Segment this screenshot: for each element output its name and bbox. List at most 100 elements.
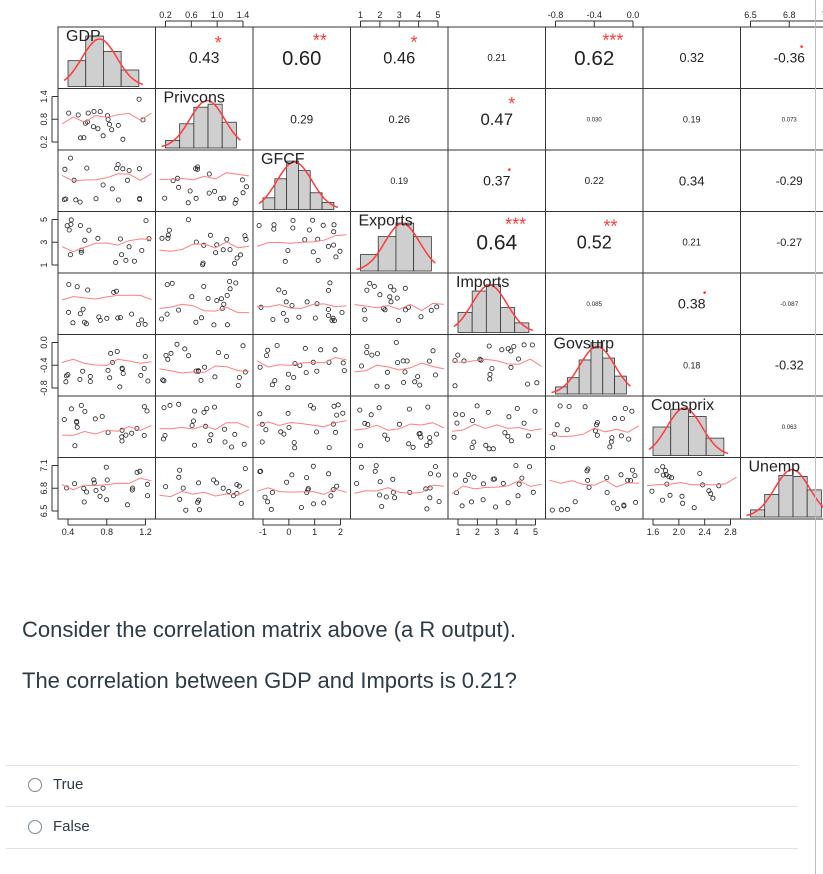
scatter-point <box>186 353 192 359</box>
scatter-point <box>649 488 655 494</box>
histogram-bar <box>652 426 672 456</box>
scatter-point <box>630 467 636 473</box>
scatter-point <box>451 434 457 440</box>
scatter-point <box>206 171 212 177</box>
scatter-point <box>81 135 87 141</box>
scatter-point <box>78 249 84 255</box>
loess-line <box>61 238 152 253</box>
scatter-point <box>80 368 86 374</box>
option-true[interactable]: True <box>28 776 83 793</box>
scatter-point <box>430 348 436 354</box>
significance-stars: * <box>508 94 515 114</box>
scatter-point <box>474 403 480 409</box>
radio-false[interactable] <box>28 819 42 834</box>
loess-line <box>61 112 152 125</box>
scatter-point <box>241 441 247 447</box>
scatter-point <box>331 242 337 248</box>
scatter-point <box>109 127 115 133</box>
scatter-point <box>426 358 432 364</box>
scatter-point <box>110 359 116 365</box>
scatter-point <box>111 289 117 295</box>
scatter-point <box>454 420 460 426</box>
correlation-value: 0.32 <box>679 51 704 65</box>
scatter-point <box>278 429 284 435</box>
variable-name: Consprix <box>651 397 714 414</box>
scatter-point <box>270 316 276 322</box>
scatter-point <box>491 476 497 482</box>
scatter-point <box>387 284 393 290</box>
scatter-point <box>180 485 186 491</box>
scatter-point <box>710 495 716 501</box>
loess-line <box>354 484 445 494</box>
scatter-point <box>130 485 136 491</box>
scatter-point <box>285 385 291 391</box>
histogram-bar <box>377 236 397 272</box>
scatter-point <box>129 311 135 317</box>
loess-line <box>159 422 250 431</box>
scatter-point <box>66 110 72 116</box>
option-false[interactable]: False <box>28 818 90 835</box>
scatter-point <box>291 440 297 446</box>
axis-tick-label: 0.2 <box>159 10 172 20</box>
scatter-point <box>669 475 675 481</box>
scatter-point <box>78 402 84 408</box>
scatter-point <box>208 432 214 438</box>
scatter-point <box>86 227 92 233</box>
scatter-point <box>377 492 383 498</box>
scatter-point <box>557 403 563 409</box>
scatter-point <box>622 405 628 411</box>
scatter-point <box>334 483 340 489</box>
axis-tick-label: 6.8 <box>783 10 796 20</box>
scatter-point <box>388 299 394 305</box>
scatter-point <box>163 352 169 358</box>
scatter-point <box>505 433 511 439</box>
scatter-point <box>211 477 217 483</box>
scatter-point <box>283 299 289 305</box>
scatter-point <box>364 287 370 293</box>
histogram-bar <box>471 290 487 333</box>
scatter-point <box>163 484 169 490</box>
correlation-value: 0.21 <box>487 53 506 64</box>
axis-tick-label: 1.4 <box>237 10 250 20</box>
scatter-point <box>660 464 666 470</box>
scatter-point <box>307 403 313 409</box>
scatter-point <box>232 260 238 266</box>
scatter-point <box>508 364 514 370</box>
significance-stars: • <box>703 288 707 299</box>
axis-tick-label: 6.5 <box>744 10 757 20</box>
scatter-point <box>434 304 440 310</box>
scatter-point <box>697 470 703 476</box>
scatter-point <box>221 195 227 201</box>
scatter-point <box>78 135 84 141</box>
histogram-bar <box>806 489 822 518</box>
loess-line <box>159 303 249 314</box>
scatter-point <box>211 404 217 410</box>
histogram-bar <box>778 475 794 518</box>
scatter-point <box>330 487 336 493</box>
scatter-point <box>610 500 616 506</box>
scatter-point <box>198 315 204 321</box>
scatter-point <box>329 317 335 323</box>
scatter-point <box>331 229 337 235</box>
scatter-point <box>77 376 83 382</box>
scatter-point <box>310 463 316 469</box>
scatter-point <box>306 227 312 233</box>
histogram-bar <box>321 201 335 210</box>
scatter-point <box>304 475 310 481</box>
histogram-bar <box>413 236 432 272</box>
scatter-point <box>340 410 346 416</box>
scatter-point <box>367 280 373 286</box>
scatter-point <box>289 472 295 478</box>
scatter-point <box>680 500 686 506</box>
scatter-point <box>566 403 572 409</box>
scatter-point <box>407 489 413 495</box>
radio-true[interactable] <box>28 777 42 792</box>
scatter-point <box>365 421 371 427</box>
scatter-point <box>257 411 263 417</box>
scatter-point <box>193 368 199 374</box>
axis-tick-label: 0.6 <box>185 10 198 20</box>
density-curve <box>258 161 339 209</box>
significance-stars: * <box>215 33 222 53</box>
matrix-cell <box>642 88 741 151</box>
correlation-value: 0.073 <box>782 117 798 123</box>
